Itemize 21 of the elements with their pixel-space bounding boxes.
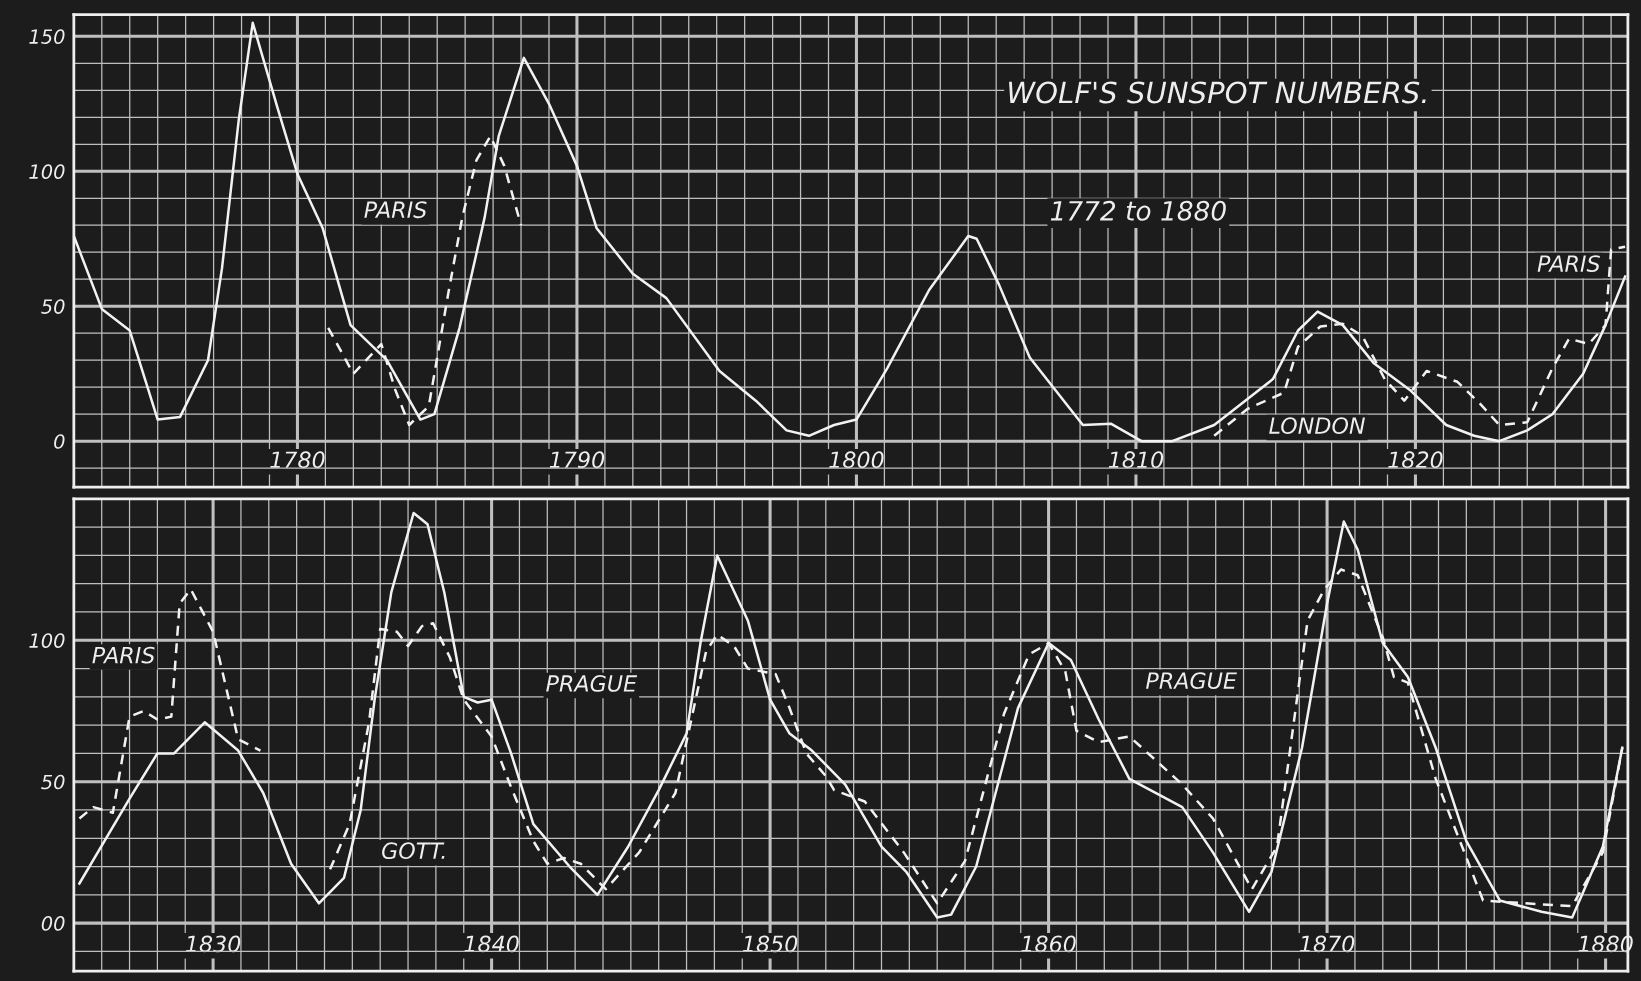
y-tick-label: 100 xyxy=(29,164,65,179)
annotation: PRAGUE xyxy=(546,675,638,692)
annotation: PARIS xyxy=(92,646,155,664)
annotation: PARIS xyxy=(364,201,427,219)
y-tick-label: 50 xyxy=(41,299,65,314)
x-tick-label: 1800 xyxy=(829,451,884,469)
x-tick-label: 1820 xyxy=(1388,451,1443,469)
x-tick-label: 1780 xyxy=(270,451,325,469)
text: WOLF'S SUNSPOT NUMBERS. xyxy=(1009,81,1426,104)
annotation: PARIS xyxy=(1537,255,1600,272)
x-tick-label: 1810 xyxy=(1108,451,1164,469)
annotation: PRAGUE xyxy=(1146,672,1237,690)
x-tick-label: 1790 xyxy=(549,451,605,469)
y-tick-label: 150 xyxy=(29,29,65,44)
y-tick-label: 00 xyxy=(41,916,65,931)
y-tick-label: 0 xyxy=(54,434,65,449)
annotation: LONDON xyxy=(1269,417,1365,434)
text: 1772 to 1880 xyxy=(1050,200,1226,221)
y-tick-label: 50 xyxy=(41,774,65,790)
y-tick-label: 100 xyxy=(29,633,65,648)
annotation: GOTT. xyxy=(382,842,445,860)
